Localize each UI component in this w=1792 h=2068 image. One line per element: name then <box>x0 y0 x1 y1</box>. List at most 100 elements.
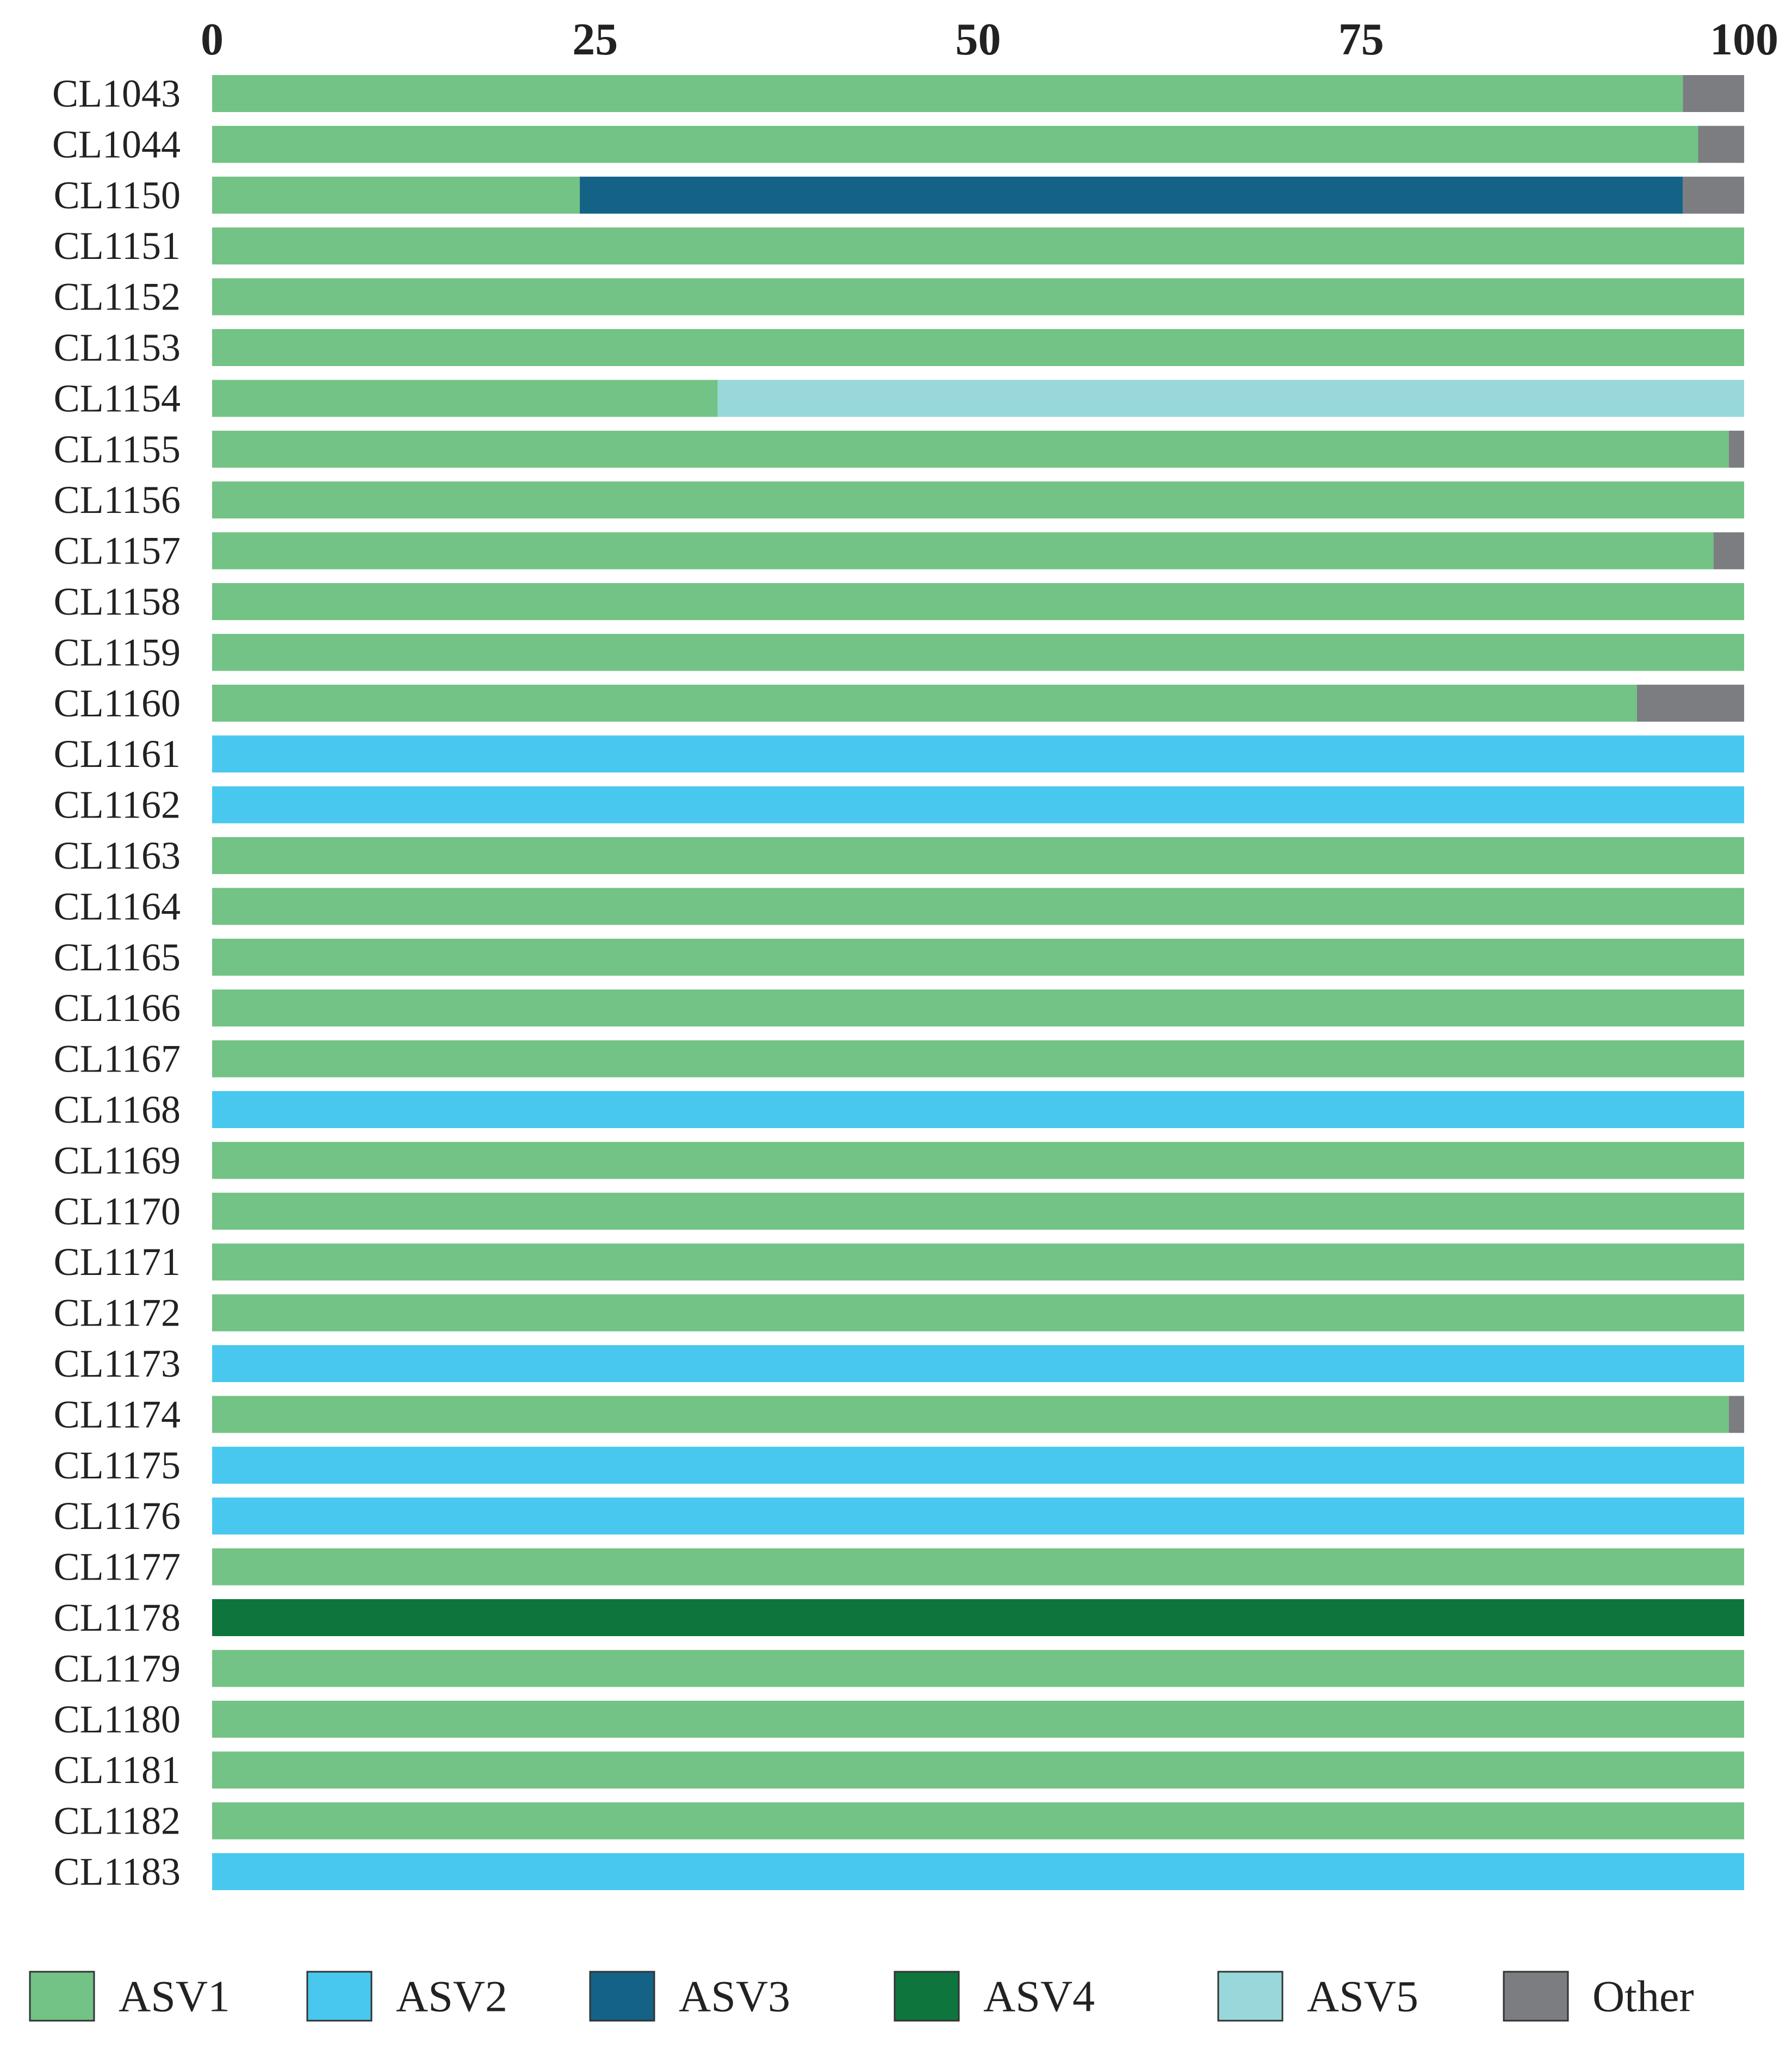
bar-segment-asv1 <box>212 1802 1744 1840</box>
category-label: CL1150 <box>54 174 181 217</box>
legend-label: Other <box>1592 1972 1694 2021</box>
x-tick-label: 25 <box>572 14 618 65</box>
bar-segment-asv2 <box>212 786 1744 824</box>
bar-segment-other <box>1636 684 1744 722</box>
bar-segment-asv1 <box>212 75 1683 112</box>
category-label: CL1171 <box>54 1240 181 1284</box>
category-label: CL1172 <box>54 1291 181 1335</box>
bar-segment-asv2 <box>212 1345 1744 1382</box>
category-label: CL1169 <box>54 1138 181 1182</box>
category-label: CL1044 <box>52 122 181 166</box>
bar-segment-asv1 <box>212 989 1744 1027</box>
category-label: CL1164 <box>54 884 181 928</box>
bar-segment-asv1 <box>212 837 1744 874</box>
bar-segment-asv1 <box>212 481 1744 519</box>
category-label: CL1168 <box>54 1088 181 1131</box>
bar-segment-asv1 <box>212 329 1744 366</box>
category-label: CL1162 <box>54 783 181 827</box>
bar-segment-asv1 <box>212 176 580 214</box>
bar-segment-asv1 <box>212 1243 1744 1281</box>
bar-segment-asv4 <box>212 1599 1744 1636</box>
category-label: CL1153 <box>54 326 181 369</box>
bar-segment-other <box>1683 176 1744 214</box>
bar-segment-asv1 <box>212 684 1637 722</box>
bar-segment-asv2 <box>212 735 1744 773</box>
category-label: CL1166 <box>54 986 181 1030</box>
legend: ASV1 ASV2 ASV3 ASV4 ASV5 Other <box>29 1971 1694 2022</box>
bar-segment-other <box>1698 126 1744 163</box>
category-label: CL1180 <box>54 1698 181 1741</box>
category-label: CL1163 <box>54 834 181 877</box>
legend-swatch <box>306 1971 373 2022</box>
x-tick-label: 50 <box>956 14 1001 65</box>
category-label: CL1176 <box>54 1494 181 1538</box>
legend-label: ASV2 <box>396 1972 507 2021</box>
category-label: CL1167 <box>54 1037 181 1081</box>
bar-segment-asv1 <box>212 430 1729 468</box>
legend-swatch <box>29 1971 95 2022</box>
legend-label: ASV3 <box>679 1972 790 2021</box>
bar-segment-asv1 <box>212 1040 1744 1078</box>
category-label: CL1159 <box>54 630 181 674</box>
category-label: CL1175 <box>54 1444 181 1487</box>
bar-segment-other <box>1728 430 1744 468</box>
bar-segment-asv1 <box>212 532 1714 569</box>
bar-segment-other <box>1728 1396 1744 1433</box>
bar-segment-asv1 <box>212 126 1698 163</box>
legend-label: ASV5 <box>1307 1972 1418 2021</box>
legend-swatch <box>1217 1971 1283 2022</box>
bar-segment-asv1 <box>212 380 718 417</box>
category-label: CL1173 <box>54 1342 181 1385</box>
x-tick-label: 100 <box>1710 14 1778 65</box>
category-label: CL1161 <box>54 732 181 776</box>
bar-area <box>212 75 1744 1890</box>
bar-segment-asv1 <box>212 278 1744 315</box>
category-label: CL1178 <box>54 1596 181 1639</box>
bar-segment-asv1 <box>212 1294 1744 1332</box>
bar-segment-asv2 <box>212 1497 1744 1535</box>
bar-segment-asv1 <box>212 1650 1744 1687</box>
bar-segment-asv1 <box>212 1548 1744 1586</box>
category-label: CL1170 <box>54 1190 181 1233</box>
bar-segment-asv1 <box>212 888 1744 925</box>
bar-segment-asv1 <box>212 938 1744 976</box>
bar-segment-asv3 <box>580 176 1683 214</box>
category-label: CL1181 <box>54 1748 181 1792</box>
bar-segment-other <box>1713 532 1744 569</box>
category-label: CL1183 <box>54 1850 181 1893</box>
legend-label: ASV1 <box>119 1972 230 2021</box>
category-label: CL1165 <box>54 936 181 979</box>
category-label: CL1155 <box>54 428 181 471</box>
legend-swatch <box>894 1971 960 2022</box>
bar-segment-asv1 <box>212 1142 1744 1179</box>
bar-segment-asv2 <box>212 1446 1744 1484</box>
category-label: CL1043 <box>52 72 181 115</box>
category-label: CL1160 <box>54 682 181 725</box>
category-label: CL1158 <box>54 580 181 623</box>
category-label: CL1156 <box>54 478 181 522</box>
category-label: CL1152 <box>54 275 181 319</box>
category-label: CL1154 <box>54 376 181 420</box>
x-axis: 0 25 50 75 100 <box>201 14 1778 65</box>
bar-segment-asv1 <box>212 1396 1729 1433</box>
category-labels: CL1043 CL1044 CL1150 CL1151 CL1152 CL1153 CL11… <box>52 72 181 1893</box>
bar-segment-asv1 <box>212 634 1744 671</box>
bar-segment-asv2 <box>212 1853 1744 1890</box>
category-label: CL1151 <box>54 224 181 268</box>
category-label: CL1177 <box>54 1545 181 1589</box>
bar-segment-asv2 <box>212 1091 1744 1128</box>
legend-swatch <box>589 1971 655 2022</box>
bar-segment-asv1 <box>212 1751 1744 1789</box>
category-label: CL1174 <box>54 1392 181 1436</box>
category-label: CL1182 <box>54 1799 181 1843</box>
x-tick-label: 75 <box>1338 14 1384 65</box>
bar-segment-asv5 <box>717 380 1744 417</box>
bar-segment-asv1 <box>212 1700 1744 1738</box>
bar-segment-other <box>1683 75 1744 112</box>
bar-segment-asv1 <box>212 227 1744 265</box>
legend-label: ASV4 <box>983 1972 1095 2021</box>
bar-segment-asv1 <box>212 583 1744 620</box>
category-label: CL1179 <box>54 1646 181 1690</box>
bar-segment-asv1 <box>212 1192 1744 1230</box>
